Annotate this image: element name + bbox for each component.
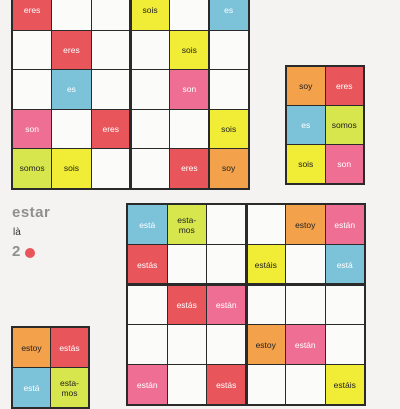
word-cell: estás bbox=[206, 364, 247, 405]
empty-cell[interactable] bbox=[51, 0, 92, 31]
empty-cell[interactable] bbox=[206, 324, 247, 365]
word-cell: estoy bbox=[245, 324, 286, 365]
empty-cell[interactable] bbox=[169, 108, 210, 149]
word-cell: es bbox=[51, 69, 92, 110]
empty-cell[interactable] bbox=[129, 29, 171, 70]
box-divider-horizontal bbox=[127, 283, 364, 286]
word-cell: sois bbox=[129, 0, 171, 31]
empty-cell[interactable] bbox=[90, 0, 131, 31]
word-cell: sois bbox=[169, 29, 210, 70]
empty-cell[interactable] bbox=[127, 324, 168, 365]
word-cell: estáis bbox=[245, 244, 286, 285]
ser-sudoku-grid: eres sois es eres sois es son son eres sois somos s… bbox=[11, 0, 250, 190]
box-divider-vertical bbox=[244, 204, 248, 404]
empty-cell[interactable] bbox=[208, 29, 249, 70]
empty-cell[interactable] bbox=[245, 204, 286, 245]
section-subtitle: là bbox=[13, 227, 21, 238]
grid-border bbox=[11, 326, 90, 409]
box-divider-vertical bbox=[128, 0, 132, 188]
estar-key-grid: estoy estás está esta-mos bbox=[11, 326, 90, 409]
ser-key-grid: soy eres es somos sois son bbox=[285, 65, 365, 185]
word-cell: están bbox=[206, 284, 247, 325]
empty-cell[interactable] bbox=[127, 284, 168, 325]
word-cell: son bbox=[12, 108, 53, 149]
exercise-number: 2 bbox=[12, 243, 21, 260]
word-cell: están bbox=[127, 364, 168, 405]
grid-border bbox=[285, 65, 365, 185]
section-title: estar bbox=[12, 204, 51, 221]
word-cell: eres bbox=[51, 29, 92, 70]
empty-cell[interactable] bbox=[166, 324, 207, 365]
difficulty-dot bbox=[25, 248, 35, 258]
estar-sudoku-grid: está esta-mos estoy están estás estáis está est… bbox=[126, 203, 366, 406]
word-cell: estoy bbox=[285, 204, 326, 245]
grid-border bbox=[11, 0, 250, 190]
empty-cell[interactable] bbox=[51, 108, 92, 149]
empty-cell[interactable] bbox=[285, 244, 326, 285]
word-cell: son bbox=[169, 69, 210, 110]
empty-cell[interactable] bbox=[324, 324, 365, 365]
word-cell: esta-mos bbox=[166, 204, 207, 245]
